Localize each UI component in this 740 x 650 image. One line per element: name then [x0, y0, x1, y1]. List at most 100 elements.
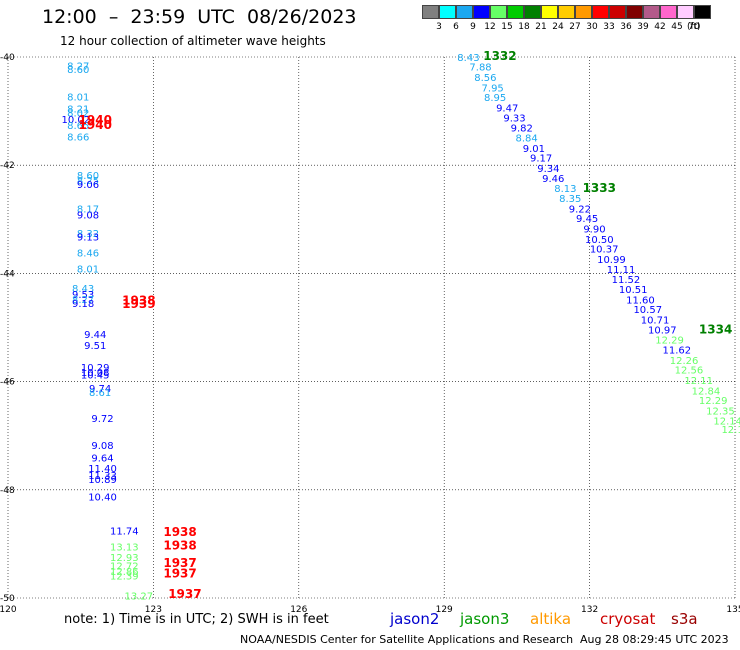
wave-height-label: 10.57 — [633, 305, 662, 316]
y-tick-label: -46 — [0, 378, 15, 388]
color-level-label: 6 — [453, 22, 459, 32]
color-swatch — [456, 5, 473, 19]
color-level-label: 45 — [671, 22, 683, 32]
wave-height-label: 9.64 — [91, 453, 113, 464]
color-swatch — [558, 5, 575, 19]
wave-height-label: 10.89 — [88, 475, 117, 486]
color-swatch — [626, 5, 643, 19]
wave-height-label: 9.90 — [583, 224, 605, 235]
wave-height-label: 12.56 — [675, 366, 704, 377]
wave-height-label: 10.51 — [619, 285, 648, 296]
color-level-label: 42 — [654, 22, 666, 32]
wave-height-label: 12.39 — [110, 571, 139, 582]
color-unit-label: (ft) — [687, 22, 701, 32]
wave-height-label: 12.11 — [684, 376, 713, 387]
color-swatch — [490, 5, 507, 19]
wave-height-label: 9.06 — [77, 180, 99, 191]
wave-height-label: 8.46 — [77, 248, 99, 259]
x-tick-label: 135 — [726, 605, 740, 615]
color-swatch — [473, 5, 490, 19]
wave-height-label: 8.01 — [67, 92, 89, 103]
wave-height-label: 10.99 — [597, 255, 626, 266]
y-tick-label: -50 — [0, 594, 15, 604]
wave-height-label: 9.47 — [496, 103, 518, 114]
wave-height-label: 9.13 — [77, 233, 99, 244]
y-tick-label: -42 — [0, 161, 15, 171]
time-label: 1937 — [163, 556, 196, 570]
time-label: 1333 — [583, 181, 616, 195]
wave-height-label: 8.27 — [67, 62, 89, 73]
wave-height-label: 9.08 — [91, 441, 113, 452]
wave-height-label: 9.34 — [537, 164, 559, 175]
color-level-label: 27 — [569, 22, 581, 32]
wave-height-label: 12.29 — [655, 335, 684, 346]
wave-height-label: 10.37 — [590, 245, 619, 256]
color-level-label: 21 — [535, 22, 547, 32]
wave-height-label: 8.13 — [554, 184, 576, 195]
time-label: 1939 — [122, 297, 155, 311]
color-level-label: 12 — [484, 22, 496, 32]
color-level-label: 70 — [688, 22, 700, 32]
wave-height-label: 10.08 — [81, 368, 110, 379]
wave-height-label: 9.17 — [530, 154, 552, 165]
wave-height-label: 8.43 — [457, 53, 479, 64]
x-tick-label: 129 — [436, 605, 453, 615]
color-swatch — [643, 5, 660, 19]
wave-height-label: 7.88 — [469, 63, 491, 74]
wave-height-label: 8.61 — [89, 388, 111, 399]
wave-height-label: 9.82 — [511, 123, 533, 134]
wave-height-label: 13.27 — [125, 591, 154, 602]
wave-height-label: 10.71 — [641, 315, 670, 326]
wave-height-label: 7.95 — [482, 83, 504, 94]
satellite-legend-jason2: jason2 — [390, 610, 440, 628]
wave-height-label: 10.45 — [81, 371, 110, 382]
wave-height-label: 12.14 — [713, 417, 740, 428]
wave-height-label: 9.33 — [503, 114, 525, 125]
wave-height-label: 8.56 — [474, 73, 496, 84]
time-label: 1937 — [163, 567, 196, 581]
time-label: 1940 — [79, 118, 112, 132]
footer-note: note: 1) Time is in UTC; 2) SWH is in fe… — [64, 612, 329, 627]
color-level-label: 36 — [620, 22, 632, 32]
wave-height-label: 10.97 — [648, 326, 677, 337]
wave-height-label: 8.25 — [77, 176, 99, 187]
time-label: 1938 — [122, 293, 155, 307]
color-swatch — [507, 5, 524, 19]
color-level-label: 33 — [603, 22, 615, 32]
wave-height-label: 12.86 — [110, 567, 139, 578]
chart-subtitle: 12 hour collection of altimeter wave hei… — [60, 34, 326, 48]
wave-height-label: 8.60 — [77, 171, 99, 182]
wave-height-label: 9.45 — [576, 214, 598, 225]
time-label: 1334 — [699, 323, 732, 337]
color-swatch — [541, 5, 558, 19]
wave-height-label: 11.62 — [663, 346, 692, 357]
wave-height-label: 9.08 — [77, 210, 99, 221]
wave-height-label: 8.02 — [67, 109, 89, 120]
color-level-label: 39 — [637, 22, 649, 32]
satellite-legend-altika: altika — [530, 610, 572, 628]
color-level-label: 9 — [470, 22, 476, 32]
footer-credit: NOAA/NESDIS Center for Satellite Applica… — [240, 633, 574, 646]
wave-height-label: 11.33 — [88, 471, 117, 482]
wave-height-label: 12.35 — [706, 406, 735, 417]
wave-height-label: 9.46 — [542, 174, 564, 185]
wave-height-label: 12.29 — [699, 396, 728, 407]
wave-height-label: 10.50 — [585, 235, 614, 246]
time-label: 1938 — [163, 525, 196, 539]
color-swatch — [575, 5, 592, 19]
wave-height-label: 8.27 — [72, 295, 94, 306]
time-label: 1940 — [79, 113, 112, 127]
wave-height-label: 12.1 — [721, 425, 740, 436]
wave-height-label: 8.21 — [67, 104, 89, 115]
color-level-label: 3 — [436, 22, 442, 32]
wave-height-label: 10.40 — [88, 492, 117, 503]
time-label: 1938 — [163, 539, 196, 553]
wave-height-label: 11.11 — [607, 265, 636, 276]
color-level-label: 15 — [501, 22, 513, 32]
color-swatch — [422, 5, 439, 19]
wave-height-label: 10.29 — [81, 363, 110, 374]
color-swatch — [439, 5, 456, 19]
color-level-label: 18 — [518, 22, 530, 32]
wave-height-label: 11.40 — [88, 464, 117, 475]
